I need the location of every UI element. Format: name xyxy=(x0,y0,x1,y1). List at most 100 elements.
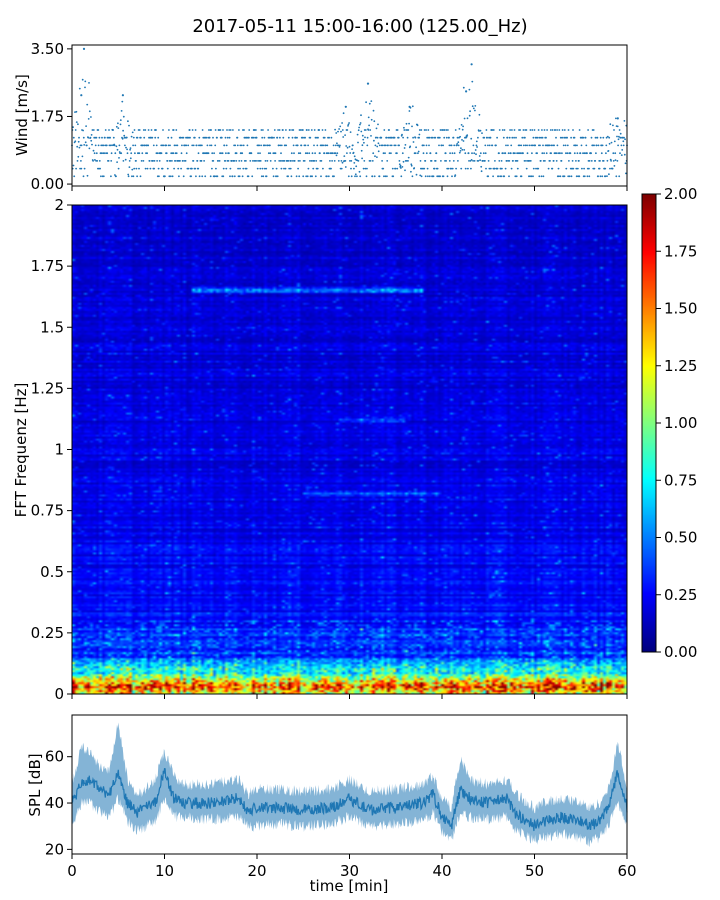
wind-point xyxy=(180,152,183,155)
wind-point xyxy=(381,144,384,147)
wind-point xyxy=(323,152,326,155)
wind-point xyxy=(166,167,169,170)
colorbar-tick-label: 1.00 xyxy=(664,414,697,432)
wind-point xyxy=(316,167,319,170)
wind-point xyxy=(121,100,124,103)
wind-point xyxy=(403,126,405,129)
wind-point xyxy=(498,160,501,162)
wind-point xyxy=(593,167,596,170)
wind-point xyxy=(157,167,160,170)
wind-point xyxy=(431,136,434,139)
wind-point xyxy=(314,175,317,178)
wind-point xyxy=(208,136,211,139)
wind-point xyxy=(153,160,156,162)
wind-point xyxy=(569,152,572,155)
wind-point xyxy=(112,136,115,139)
wind-point xyxy=(510,144,513,147)
wind-point xyxy=(167,136,170,139)
wind-point xyxy=(474,105,477,107)
wind-point xyxy=(478,155,481,157)
wind-point xyxy=(470,167,472,170)
wind-point xyxy=(83,167,86,170)
wind-point xyxy=(235,152,238,155)
wind-point xyxy=(102,144,105,147)
wind-point xyxy=(204,175,207,178)
wind-point xyxy=(529,175,531,178)
wind-point xyxy=(448,160,451,162)
wind-point xyxy=(93,152,96,155)
wind-point xyxy=(171,160,173,162)
wind-point xyxy=(624,138,626,141)
wind-point xyxy=(473,160,476,162)
wind-point xyxy=(602,136,605,139)
spectrogram-ytick-label: 1 xyxy=(54,441,64,459)
wind-point xyxy=(623,120,626,122)
wind-point xyxy=(597,144,600,147)
wind-point xyxy=(608,173,610,176)
wind-point xyxy=(392,175,395,178)
wind-point xyxy=(181,144,183,147)
wind-point xyxy=(299,160,301,162)
wind-point xyxy=(212,160,215,162)
wind-point xyxy=(124,144,126,147)
wind-point xyxy=(459,135,461,138)
wind-point xyxy=(493,167,496,170)
wind-point xyxy=(605,144,608,147)
wind-point xyxy=(140,160,143,162)
wind-point xyxy=(410,170,412,173)
wind-point xyxy=(563,129,566,131)
wind-point xyxy=(423,129,426,131)
wind-point xyxy=(450,167,453,170)
wind-point xyxy=(502,136,505,139)
wind-point xyxy=(597,175,599,178)
wind-point xyxy=(372,109,375,112)
wind-point xyxy=(403,147,406,149)
wind-point xyxy=(433,167,436,170)
wind-point xyxy=(346,129,349,131)
wind-point xyxy=(112,129,114,131)
wind-point xyxy=(549,129,552,131)
wind-point xyxy=(393,136,396,139)
wind-point xyxy=(136,136,139,139)
wind-point xyxy=(420,175,423,178)
wind-point xyxy=(144,144,146,147)
wind-point xyxy=(348,145,351,148)
wind-point xyxy=(397,136,400,139)
wind-point xyxy=(561,129,564,131)
wind-point xyxy=(347,175,350,178)
wind-point xyxy=(274,160,276,162)
wind-point xyxy=(458,151,461,154)
wind-point xyxy=(168,129,170,131)
wind-point xyxy=(106,152,109,155)
wind-point xyxy=(477,160,480,162)
wind-point xyxy=(134,152,136,155)
wind-point xyxy=(111,144,113,147)
wind-point xyxy=(584,136,587,139)
wind-point xyxy=(401,133,403,136)
wind-point xyxy=(282,129,284,131)
wind-point xyxy=(559,175,562,178)
wind-point xyxy=(128,166,131,169)
wind-point xyxy=(370,118,373,121)
colorbar: 0.00 0.25 0.50 0.75 1.00 1.25 1.50 1.75 2.00 xyxy=(641,185,697,661)
wind-point xyxy=(562,144,565,147)
wind-point xyxy=(599,136,602,139)
wind-point xyxy=(122,160,125,162)
wind-point xyxy=(187,167,190,170)
wind-point xyxy=(213,175,216,178)
wind-point xyxy=(153,167,156,170)
wind-point xyxy=(107,136,110,139)
wind-point xyxy=(231,175,234,178)
wind-point xyxy=(310,160,313,162)
wind-point xyxy=(519,152,522,155)
wind-point xyxy=(287,136,290,139)
wind-point xyxy=(451,175,453,178)
wind-point xyxy=(354,175,356,178)
wind-point xyxy=(367,129,370,131)
wind-point xyxy=(342,136,345,138)
wind-point xyxy=(86,103,89,106)
wind-point xyxy=(349,160,351,162)
wind-point xyxy=(236,144,239,147)
wind-point xyxy=(605,152,607,155)
wind-point xyxy=(402,136,404,139)
